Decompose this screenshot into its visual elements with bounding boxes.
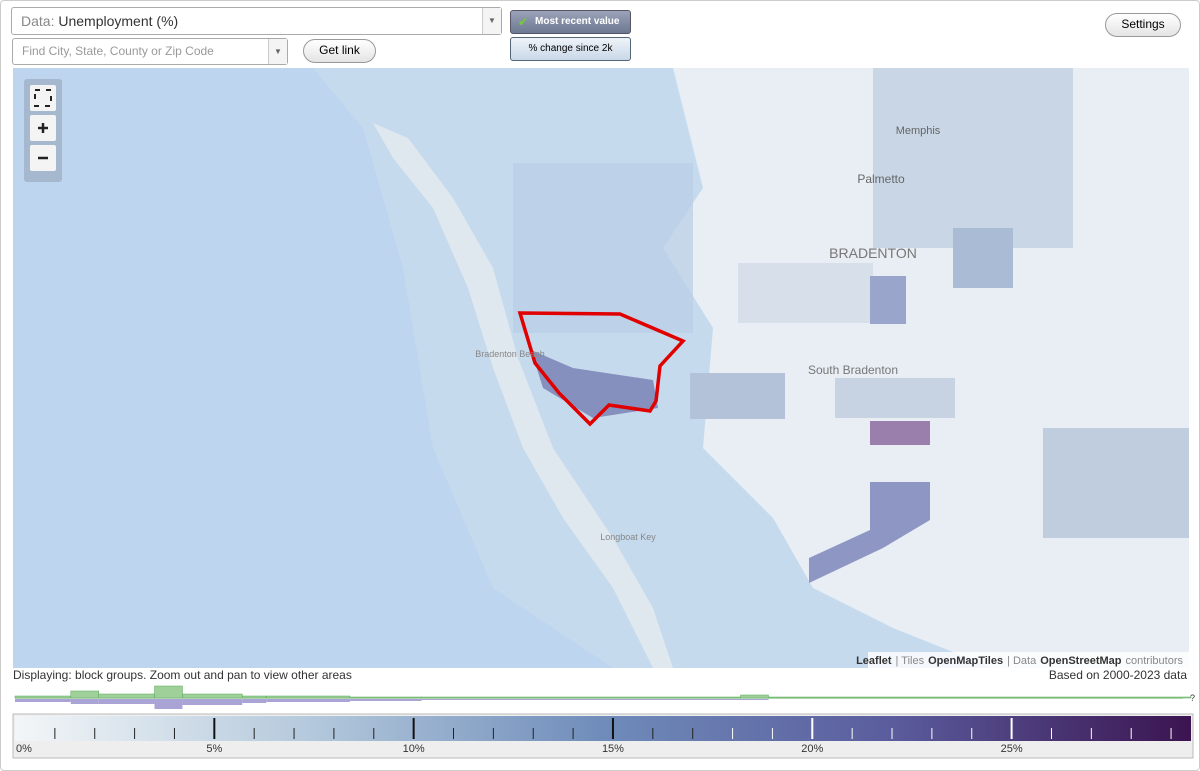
- attribution-part: contributors: [1126, 655, 1184, 667]
- histogram-bar-down: [242, 699, 267, 703]
- selected-area[interactable]: [517, 311, 686, 427]
- tract: [870, 276, 906, 324]
- histogram-bar-up: [182, 693, 243, 699]
- attribution-bg: [868, 652, 1189, 668]
- legend-label: 25%: [1001, 743, 1023, 755]
- attribution-part: | Data: [1007, 655, 1037, 667]
- tract: [873, 68, 1073, 248]
- histogram-bar-up: [265, 695, 351, 699]
- place-label: South Bradenton: [808, 363, 898, 377]
- plus-icon: [38, 123, 48, 133]
- tract: [1043, 428, 1189, 538]
- legend-label: 15%: [602, 743, 624, 755]
- mode-other-button[interactable]: % change since 2k: [510, 37, 631, 61]
- tract: [690, 373, 785, 419]
- histogram-bar-up: [421, 696, 741, 699]
- check-icon: ✔: [518, 15, 529, 29]
- attribution: Leaflet | Tiles OpenMapTiles | Data OpenStre…: [856, 655, 1183, 667]
- legend: ? 0% 5% 10% 15% 20% 25%: [12, 685, 1195, 759]
- based-on-text: Based on 2000-2023 data: [1048, 668, 1187, 682]
- place-label: Memphis: [896, 125, 941, 137]
- histogram-bar-down: [154, 699, 183, 709]
- tract: [809, 482, 930, 583]
- fullscreen-icon: [34, 89, 52, 107]
- histogram-bar-up: [70, 690, 99, 699]
- attribution-part: | Tiles: [896, 655, 925, 667]
- histogram-bar-up: [349, 696, 422, 699]
- place-label: Palmetto: [857, 172, 905, 186]
- histogram-bar-down: [349, 699, 422, 701]
- histogram-bar-up: [154, 685, 183, 699]
- histogram-bar-down: [15, 699, 71, 702]
- histogram-bar-up: [98, 693, 155, 699]
- get-link-button[interactable]: Get link: [303, 39, 376, 63]
- data-value: Unemployment (%): [58, 13, 179, 29]
- map[interactable]: Memphis Palmetto BRADENTON South Bradenton B…: [13, 68, 1189, 668]
- search-placeholder: Find City, State, County or Zip Code: [22, 44, 214, 58]
- histogram-bar-up: [768, 696, 1192, 699]
- dropdown-arrow: ▼: [482, 8, 501, 34]
- legend-label: 10%: [403, 743, 425, 755]
- histogram-bar-up: [14, 695, 72, 699]
- tract: [738, 263, 873, 323]
- search-box[interactable]: Find City, State, County or Zip Code ▼: [12, 38, 288, 65]
- tract: [835, 378, 955, 418]
- histogram-bar-down: [740, 699, 769, 700]
- histogram-bar-down: [421, 699, 741, 700]
- mode-active-label: Most recent value: [535, 16, 620, 27]
- map-labels: Memphis Palmetto BRADENTON South Bradenton B…: [475, 125, 941, 542]
- place-label: Longboat Key: [600, 532, 656, 542]
- place-label: BRADENTON: [829, 245, 917, 261]
- help-icon[interactable]: ?: [1190, 693, 1195, 703]
- fullscreen-button[interactable]: [30, 85, 56, 111]
- settings-button[interactable]: Settings: [1105, 13, 1181, 37]
- displaying-text: Displaying: block groups. Zoom out and p…: [13, 668, 352, 682]
- tract: [531, 350, 658, 418]
- place-label: Bradenton Beach: [475, 349, 545, 359]
- histogram-bar-up: [241, 695, 267, 699]
- tract: [953, 228, 1013, 288]
- attribution-part: OpenStreetMap: [1040, 655, 1122, 667]
- histogram-bar-down: [98, 699, 155, 704]
- legend-label: 20%: [801, 743, 823, 755]
- data-select[interactable]: Data: Unemployment (%) ▼: [11, 7, 502, 35]
- legend-label: 0%: [16, 743, 32, 755]
- tract: [513, 163, 693, 333]
- histogram-bar-down: [182, 699, 243, 705]
- attribution-part: Leaflet: [856, 655, 892, 667]
- mode-active-button[interactable]: ✔ Most recent value: [510, 10, 631, 34]
- dropdown-arrow: ▼: [268, 39, 287, 64]
- data-prefix: Data:: [21, 13, 55, 29]
- histogram-bar-down: [266, 699, 350, 702]
- histogram-bar-down: [70, 699, 99, 704]
- barrier-island: [373, 123, 673, 668]
- legend-label: 5%: [206, 743, 222, 755]
- color-scale: [15, 716, 1191, 741]
- histogram-bar-up: [740, 694, 769, 699]
- attribution-part: OpenMapTiles: [928, 655, 1003, 667]
- tract: [870, 421, 930, 445]
